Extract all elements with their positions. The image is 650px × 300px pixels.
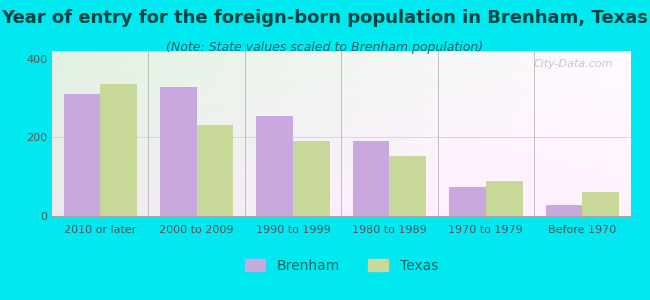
- Bar: [449, 187, 486, 216]
- Text: (Note: State values scaled to Brenham population): (Note: State values scaled to Brenham po…: [166, 40, 484, 53]
- Bar: [486, 181, 523, 216]
- Bar: [545, 205, 582, 216]
- Bar: [389, 156, 426, 216]
- Bar: [353, 141, 389, 216]
- Bar: [196, 125, 233, 216]
- Bar: [256, 116, 293, 216]
- Bar: [100, 84, 137, 216]
- Legend: Brenham, Texas: Brenham, Texas: [239, 253, 443, 278]
- Bar: [160, 87, 196, 216]
- Bar: [582, 192, 619, 216]
- Text: City-Data.com: City-Data.com: [534, 59, 613, 69]
- Text: Year of entry for the foreign-born population in Brenham, Texas: Year of entry for the foreign-born popul…: [1, 9, 649, 27]
- Bar: [64, 94, 100, 216]
- Bar: [293, 141, 330, 216]
